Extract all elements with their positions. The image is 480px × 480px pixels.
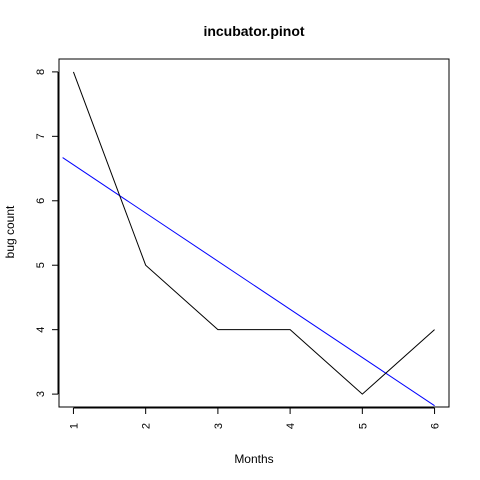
- trend-line: [62, 157, 435, 407]
- y-tick-label: 4: [35, 327, 47, 333]
- y-axis-label: bug count: [3, 205, 17, 258]
- x-tick-label: 6: [430, 423, 442, 429]
- y-tick-label: 7: [35, 133, 47, 139]
- series-line: [72, 71, 435, 395]
- x-axis: 1 2 3 4 5 6: [68, 407, 442, 429]
- x-tick-label: 5: [357, 423, 369, 429]
- x-tick-label: 1: [68, 423, 80, 429]
- y-tick-label: 5: [35, 262, 47, 268]
- plot-frame: [58, 58, 450, 408]
- x-tick-label: 2: [141, 423, 153, 429]
- chart-title: incubator.pinot: [203, 23, 304, 39]
- plot-area: [62, 71, 435, 407]
- x-axis-label: Months: [234, 452, 273, 466]
- y-tick-label: 8: [35, 69, 47, 75]
- y-tick-label: 3: [35, 391, 47, 397]
- y-tick-label: 6: [35, 198, 47, 204]
- x-tick-label: 4: [285, 423, 297, 429]
- x-tick-label: 3: [213, 423, 225, 429]
- y-axis: 3 4 5 6 7 8: [35, 69, 59, 397]
